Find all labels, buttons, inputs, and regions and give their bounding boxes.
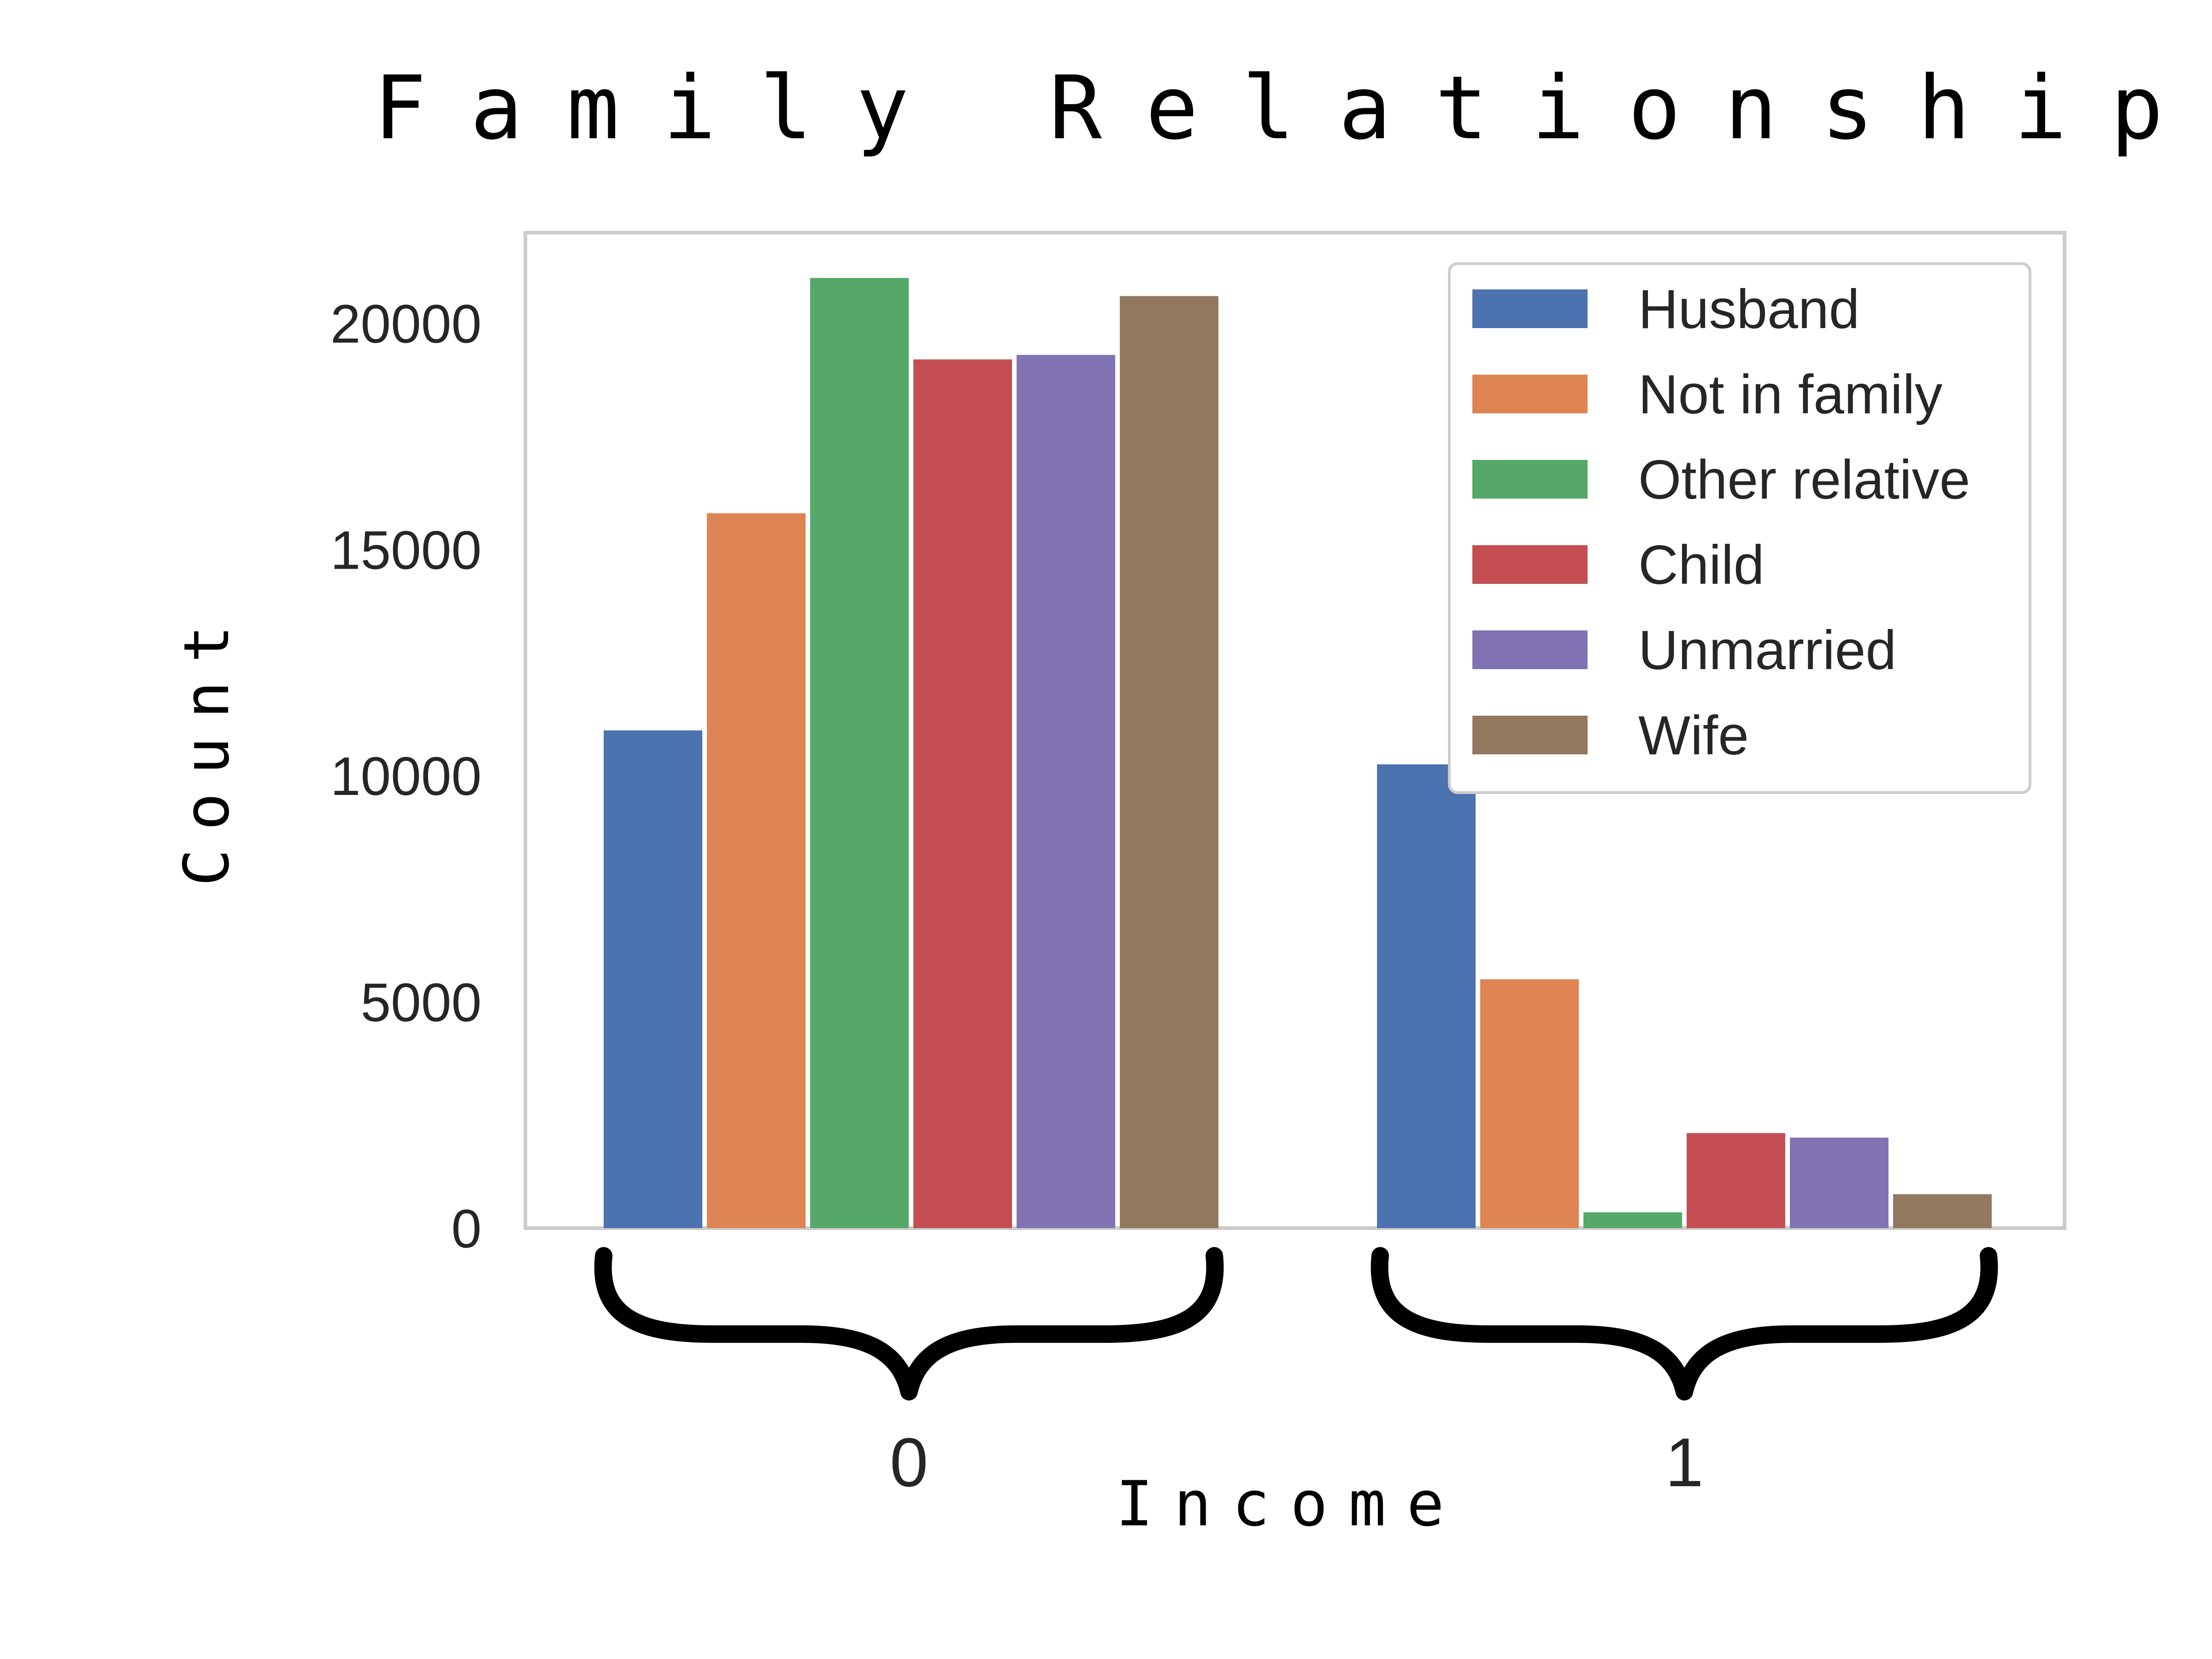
legend-swatch [1472, 716, 1588, 754]
legend: Husband Not in family Other relative Child U… [1448, 262, 2031, 794]
y-tick-label: 5000 [360, 972, 482, 1033]
x-axis-label: Income [1116, 1468, 1465, 1540]
legend-swatch [1472, 460, 1588, 499]
y-axis-label: Count [171, 607, 243, 886]
legend-frame [1448, 262, 2031, 794]
bar-other-relative-income-0 [810, 278, 909, 1228]
legend-items: Husband Not in family Other relative Child U… [1472, 278, 1970, 766]
legend-label: Not in family [1638, 364, 1942, 425]
x-category-label: 0 [890, 1424, 928, 1501]
legend-label: Child [1638, 534, 1764, 596]
plot-area [524, 231, 2066, 1230]
bars-group [604, 278, 1992, 1229]
bar-child-income-1 [1687, 1133, 1785, 1228]
bar-other-relative-income-1 [1583, 1212, 1682, 1228]
bar-wife-income-1 [1893, 1194, 1992, 1228]
chart-title: Family Relationship [374, 57, 2207, 159]
y-axis-ticks: 0 5000 10000 15000 20000 [330, 294, 482, 1259]
legend-label: Other relative [1638, 449, 1970, 511]
x-category-label: 1 [1665, 1424, 1703, 1501]
category-braces [594, 1247, 1998, 1400]
plot-frame [524, 231, 2066, 1230]
bar-not-in-family-income-0 [707, 513, 806, 1228]
legend-label: Wife [1638, 705, 1749, 766]
bar-not-in-family-income-1 [1480, 979, 1579, 1228]
legend-label: Unmarried [1638, 619, 1896, 681]
legend-swatch [1472, 630, 1588, 669]
y-tick-label: 0 [451, 1199, 482, 1259]
bar-husband-income-1 [1377, 764, 1476, 1228]
y-tick-label: 20000 [330, 294, 482, 354]
legend-swatch [1472, 375, 1588, 413]
category-brace [1371, 1247, 1998, 1400]
bar-child-income-0 [913, 359, 1012, 1228]
legend-swatch [1472, 545, 1588, 584]
legend-label: Husband [1638, 278, 1859, 340]
y-tick-label: 10000 [330, 746, 482, 807]
category-brace [594, 1247, 1224, 1400]
bar-unmarried-income-0 [1017, 355, 1115, 1229]
y-tick-label: 15000 [330, 520, 482, 581]
legend-swatch [1472, 289, 1588, 328]
bar-husband-income-0 [604, 730, 702, 1228]
bar-wife-income-0 [1120, 296, 1218, 1228]
bar-unmarried-income-1 [1790, 1137, 1888, 1228]
